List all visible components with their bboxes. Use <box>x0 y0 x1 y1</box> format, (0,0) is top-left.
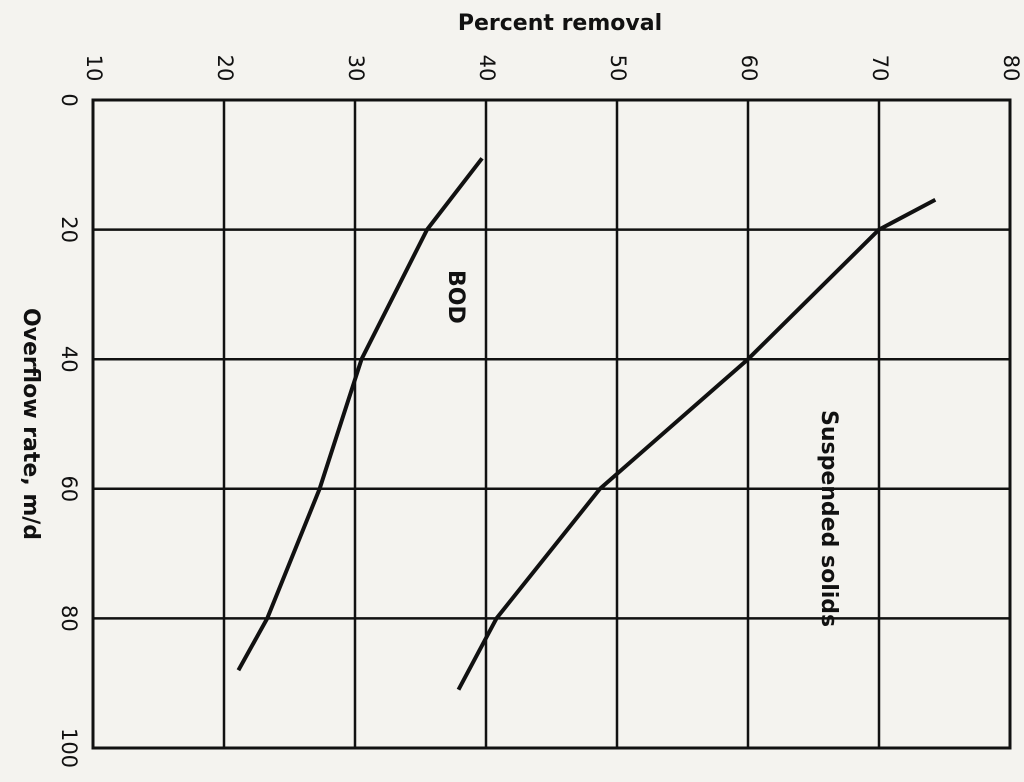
y-tick-label: 50 <box>606 55 630 82</box>
y-tick-label: 70 <box>868 55 892 82</box>
x-tick-label: 80 <box>57 605 81 632</box>
x-tick-label: 100 <box>57 728 81 768</box>
x-tick-label: 20 <box>57 216 81 243</box>
y-tick-label: 10 <box>82 55 106 82</box>
series-label: Suspended solids <box>816 410 841 627</box>
x-tick-label: 40 <box>57 346 81 373</box>
x-axis-label: Overflow rate, m/d <box>18 308 43 540</box>
series-label: BOD <box>443 270 468 324</box>
y-tick-label: 40 <box>475 55 499 82</box>
y-tick-label: 80 <box>999 55 1023 82</box>
x-tick-label: 0 <box>57 93 81 106</box>
data-line <box>456 198 937 691</box>
plot-frame <box>91 98 1012 750</box>
x-tick-label: 60 <box>57 475 81 502</box>
chart-title: Percent removal <box>458 11 662 36</box>
y-tick-label: 20 <box>213 55 237 82</box>
y-tick-label: 60 <box>737 55 761 82</box>
y-tick-label: 30 <box>344 55 368 82</box>
data-line <box>236 157 484 672</box>
